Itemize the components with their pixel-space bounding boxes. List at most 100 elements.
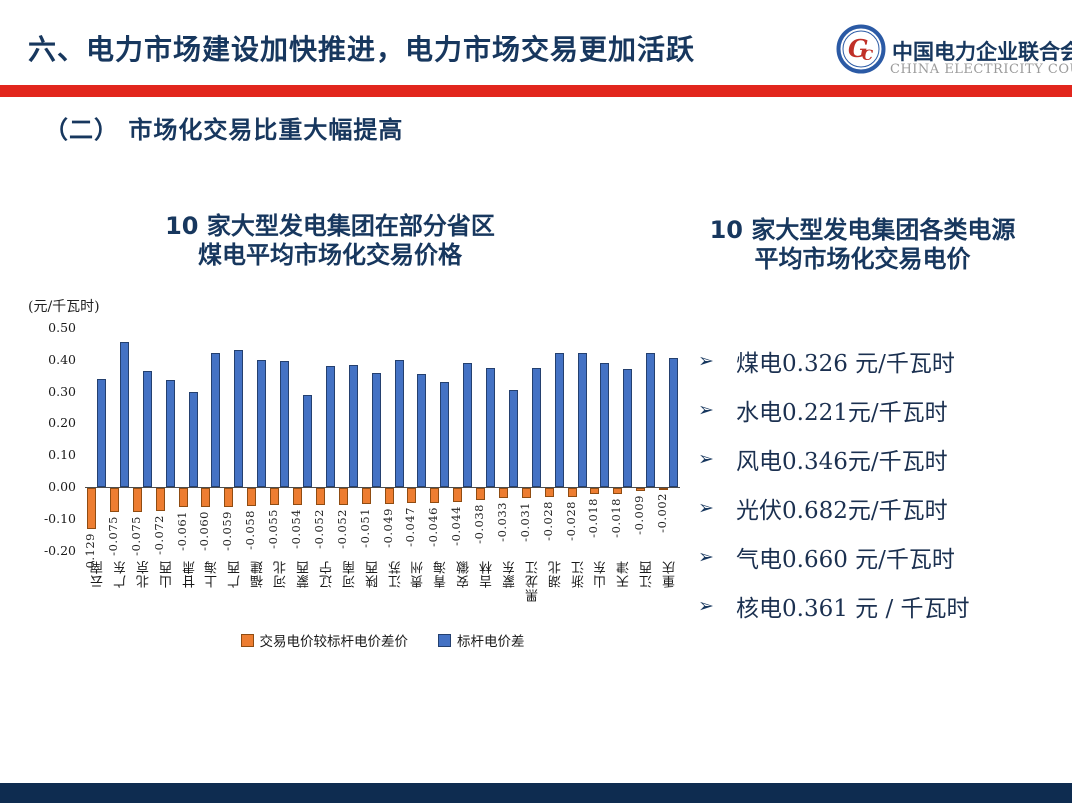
right-panel-title-line2: 平均市场化交易电价	[754, 245, 971, 273]
legend-swatch-icon	[240, 633, 254, 647]
bar-value-label: -0.052	[334, 508, 349, 549]
bar-value-label: -0.055	[266, 509, 281, 550]
bar-negative	[270, 488, 280, 506]
y-axis-tick-label: 0.00	[48, 479, 76, 494]
bar-value-label: -0.051	[357, 508, 372, 549]
bullet-item: ➢ 光伏0.682元/千瓦时	[698, 483, 1070, 532]
x-axis-label: 浙江	[571, 560, 587, 588]
bar-positive	[234, 350, 244, 487]
bullet-arrow-icon: ➢	[698, 496, 714, 519]
bar-negative	[201, 488, 211, 508]
bar-positive	[280, 361, 290, 487]
bar-negative	[498, 488, 508, 499]
bar-negative	[87, 488, 96, 530]
bar-positive	[302, 394, 312, 487]
left-chart-title-line2: 煤电平均市场化交易价格	[198, 241, 462, 269]
x-axis-label: 河南	[342, 560, 358, 588]
x-axis-label: 吉林	[480, 560, 496, 588]
bar-value-label: -0.047	[403, 506, 418, 547]
bar-positive	[531, 367, 541, 487]
bar-positive	[257, 359, 267, 487]
x-axis-label: 云南	[91, 560, 106, 588]
bar-positive	[142, 370, 152, 487]
bar-negative	[292, 488, 302, 506]
bar-positive	[554, 353, 564, 487]
x-axis-label: 安徽	[457, 560, 473, 588]
bar-value-label: -0.002	[655, 492, 670, 533]
legend-item: 交易电价较标杆电价差价	[240, 630, 409, 650]
bar-value-label: -0.054	[288, 509, 303, 549]
bar-value-label: -0.059	[220, 510, 235, 551]
bullet-item: ➢ 气电0.660 元/千瓦时	[698, 532, 1070, 581]
legend-label: 交易电价较标杆电价差价	[259, 634, 409, 650]
bar-negative	[132, 488, 142, 512]
bar-value-label: -0.075	[128, 515, 143, 556]
x-axis-label: 天津	[617, 560, 633, 588]
x-axis-label: 甘肃	[182, 560, 198, 588]
bullet-text: 风电0.346元/千瓦时	[736, 448, 948, 475]
bar-positive	[371, 372, 381, 487]
bar-value-label: -0.046	[426, 506, 441, 547]
price-bullet-list: ➢ 煤电0.326 元/千瓦时 ➢ 水电0.221元/千瓦时 ➢ 风电0.346元/千瓦时…	[698, 336, 1070, 630]
bar-value-label: -0.075	[105, 515, 120, 556]
bullet-item: ➢ 风电0.346元/千瓦时	[698, 434, 1070, 483]
bar-negative	[544, 488, 554, 497]
bar-value-label: -0.018	[586, 497, 601, 538]
bar-value-label: -0.033	[494, 502, 509, 543]
bar-negative	[155, 488, 165, 511]
bar-negative	[247, 488, 257, 507]
bullet-text: 气电0.660 元/千瓦时	[736, 546, 955, 573]
bar-positive	[486, 367, 496, 487]
bullet-text: 光伏0.682元/千瓦时	[736, 497, 948, 524]
bar-positive	[417, 374, 427, 487]
bar-negative	[178, 488, 188, 508]
right-panel-title-line1: 10 家大型发电集团各类电源	[709, 216, 1016, 244]
header-divider	[0, 85, 1072, 97]
legend-item: 标杆电价差	[438, 630, 525, 650]
x-axis-label: 上海	[205, 560, 221, 588]
left-chart-title-line1: 10 家大型发电集团在部分省区	[165, 212, 495, 240]
bar-negative	[384, 488, 394, 504]
legend-swatch-icon	[438, 633, 451, 647]
x-axis-label: 福建	[251, 560, 267, 588]
bar-value-label: -0.028	[540, 500, 555, 541]
bullet-item: ➢ 煤电0.326 元/千瓦时	[698, 336, 1070, 385]
bullet-text: 核电0.361 元 / 千瓦时	[736, 595, 970, 622]
x-axis-label: 北京	[136, 560, 152, 588]
bar-value-label: -0.028	[563, 500, 578, 541]
x-axis-label: 河北	[274, 560, 290, 588]
bar-positive	[348, 364, 358, 487]
bar-negative	[636, 488, 646, 491]
bar-negative	[476, 488, 486, 501]
x-axis-label: 湖北	[548, 560, 564, 588]
bar-value-label: -0.038	[472, 504, 487, 544]
bullet-item: ➢ 核电0.361 元 / 千瓦时	[698, 581, 1070, 630]
bar-negative	[338, 488, 348, 505]
y-axis-tick-label: 0.10	[48, 447, 76, 463]
left-chart-title: 10 家大型发电集团在部分省区 煤电平均市场化交易价格	[90, 212, 570, 270]
bar-value-label: -0.060	[197, 511, 212, 551]
x-axis-label: 广东	[113, 560, 129, 588]
x-axis-label: 蒙东	[502, 560, 518, 588]
bar-negative	[224, 488, 234, 507]
y-axis-tick-label: 0.40	[48, 351, 76, 367]
bar-positive	[97, 378, 106, 487]
bar-negative	[567, 488, 577, 497]
y-axis-tick-label: 0.50	[48, 320, 76, 335]
bar-positive	[600, 362, 610, 487]
logo-name-cn: 中国电力企业联合会	[892, 40, 1072, 64]
legend-label: 标杆电价差	[457, 634, 525, 650]
svg-text:G: G	[848, 34, 869, 63]
bar-negative	[361, 488, 371, 505]
bullet-arrow-icon: ➢	[698, 398, 714, 421]
bar-value-label: -0.058	[243, 510, 258, 551]
bar-value-label: -0.072	[151, 514, 166, 555]
bar-negative	[613, 488, 623, 494]
bullet-arrow-icon: ➢	[698, 349, 714, 372]
x-axis-label: 重庆	[663, 560, 679, 588]
chart-plot: -0.129 云南 -0.075 广东 -0.075 北京 -0.072 山西 -0.061 甘肃…	[83, 328, 680, 602]
bar-positive	[165, 380, 175, 487]
bar-negative	[109, 488, 119, 512]
bar-positive	[646, 353, 656, 487]
